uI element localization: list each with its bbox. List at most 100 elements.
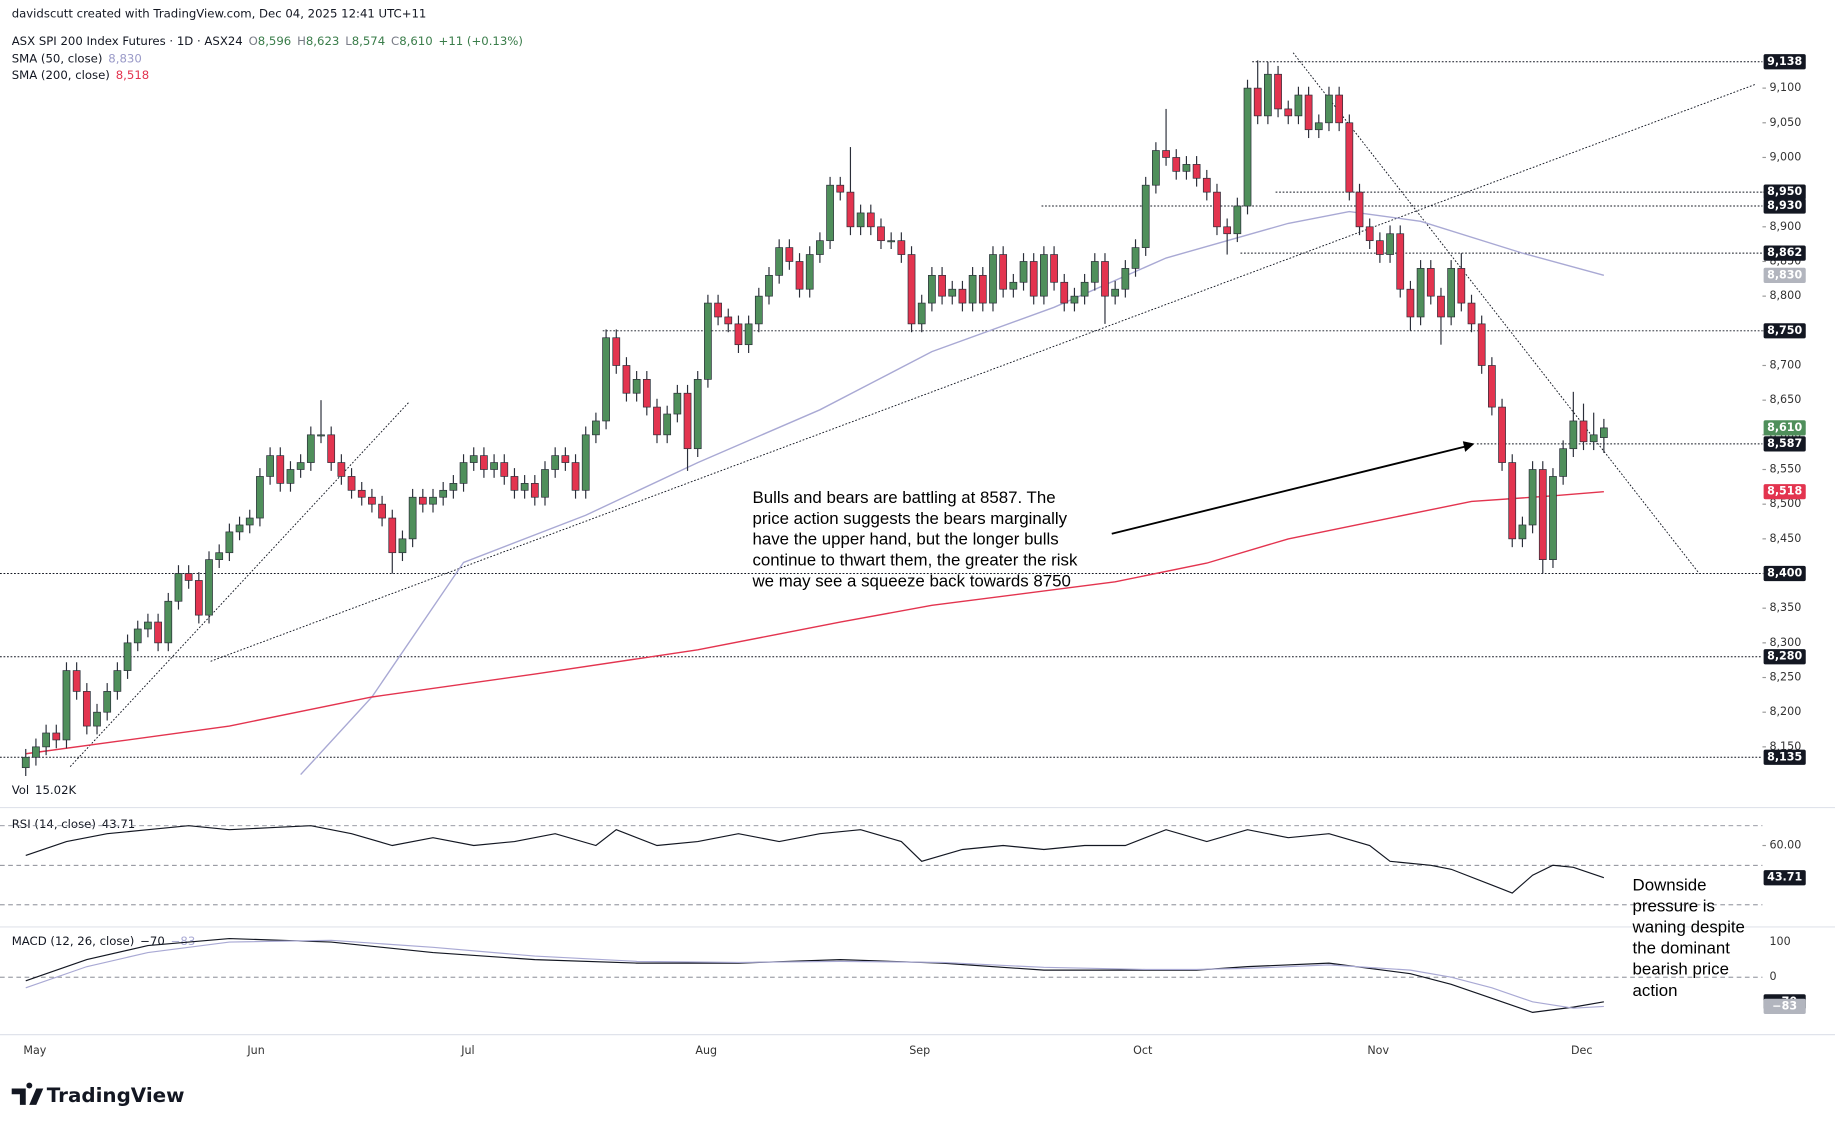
y-tick-label: 8,700: [1769, 358, 1801, 371]
author-line: davidscutt created with TradingView.com,…: [12, 7, 427, 21]
ohlc-value: 8,610: [399, 34, 432, 48]
candle-body: [368, 496, 376, 505]
candle-body: [816, 240, 824, 255]
candle-body: [602, 337, 610, 422]
x-tick-label: Oct: [1133, 1044, 1153, 1057]
candle-body: [836, 184, 845, 193]
y-tick-label: 8,650: [1769, 393, 1801, 406]
candle-body: [653, 406, 661, 436]
y-tick-label: 8,150: [1769, 740, 1801, 753]
annotation-line: Downside: [1633, 875, 1707, 894]
annotation-line: have the upper hand, but the longer bull…: [752, 530, 1058, 549]
candle-body: [1233, 205, 1242, 235]
candle-body: [795, 261, 804, 290]
candle-body: [205, 559, 213, 616]
candle-body: [1284, 108, 1293, 117]
candle-body: [256, 476, 264, 519]
tag-box: [1763, 870, 1806, 886]
y-tick-label: 60.00: [1769, 839, 1801, 852]
candle-body: [286, 469, 295, 484]
candle-body: [1589, 434, 1598, 443]
candle-body: [551, 455, 560, 470]
candle-body: [144, 621, 152, 630]
ohlc-key: L: [345, 34, 352, 48]
y-tick-label: 8,250: [1769, 671, 1801, 684]
candle-body: [1070, 295, 1079, 304]
x-tick-label: Jun: [246, 1044, 264, 1057]
tag-text: 8,610: [1767, 421, 1802, 434]
candle-body: [357, 489, 366, 498]
legend-name: SMA (50, close): [12, 51, 103, 65]
x-tick-label: Nov: [1367, 1044, 1389, 1057]
legend-name: SMA (200, close): [12, 67, 110, 81]
candle-body: [948, 288, 957, 297]
rsi-label: RSI (14, close) 43.71: [12, 816, 136, 830]
candle-body: [1213, 191, 1221, 228]
candle-body: [1274, 73, 1282, 110]
candle-body: [62, 670, 71, 741]
y-tick-label: 8,350: [1769, 601, 1801, 614]
candle-body: [805, 254, 814, 290]
rsi-tag: 43.71: [1763, 870, 1806, 886]
candle-body: [459, 462, 468, 484]
candle-body: [52, 732, 61, 741]
candle-body: [32, 746, 40, 758]
candle-body: [632, 379, 641, 394]
candle-body: [1253, 87, 1262, 117]
candle-body: [581, 434, 590, 491]
tag-text: 8,518: [1767, 485, 1802, 498]
candle-body: [1488, 365, 1496, 408]
candle-body: [1477, 323, 1486, 366]
candle-body: [225, 531, 234, 554]
candle-body: [1202, 177, 1211, 193]
symbol: ASX SPI 200 Index Futures · 1D · ASX24: [12, 34, 243, 48]
candle-body: [184, 573, 193, 581]
annotation-line: waning despite: [1632, 918, 1745, 937]
volume-name: Vol: [12, 783, 30, 797]
candle-body: [469, 455, 478, 463]
macd-name: MACD (12, 26, close): [12, 934, 135, 948]
tag-box: [1763, 998, 1806, 1014]
candle-body: [928, 274, 936, 304]
tag-text: 8,587: [1767, 437, 1802, 450]
change: +11 (+0.13%): [439, 34, 523, 48]
candle-body: [530, 483, 539, 498]
candle-body: [683, 392, 692, 450]
ohlc-value: 8,596: [258, 34, 291, 48]
tag-box: [1763, 436, 1806, 452]
sma-tag: 8,830: [1763, 267, 1806, 283]
candle-body: [592, 420, 600, 436]
candle-body: [846, 191, 855, 228]
candle-body: [388, 517, 397, 554]
candle-body: [1162, 150, 1170, 158]
rsi-name: RSI (14, close): [12, 816, 96, 830]
candle-body: [1335, 94, 1344, 124]
level-tag: 8,135: [1763, 749, 1806, 765]
candle-body: [724, 316, 733, 325]
legend-value: 8,830: [108, 51, 141, 65]
candle-body: [1569, 420, 1578, 450]
candle-body: [347, 476, 356, 491]
candle-body: [765, 274, 773, 297]
tag-text: 8,950: [1767, 185, 1802, 198]
candle-body: [1182, 164, 1191, 172]
candle-body: [1080, 281, 1089, 297]
tag-text: 8,750: [1767, 324, 1802, 337]
candle-body: [123, 642, 132, 671]
ohlc-value: 8,574: [352, 34, 385, 48]
candle-body: [1029, 261, 1038, 297]
candle-body: [1528, 469, 1537, 526]
tag-text: 8,862: [1767, 246, 1802, 259]
legend-sma50: SMA (50, close) 8,830: [12, 51, 142, 65]
candle-body: [215, 552, 224, 560]
candle-body: [1396, 233, 1405, 290]
y-tick-label: 8,200: [1769, 705, 1801, 718]
tag-text: 8,930: [1767, 199, 1802, 212]
candle-body: [510, 476, 519, 491]
candle-body: [1365, 226, 1374, 242]
candle-body: [449, 483, 458, 491]
candle-body: [1325, 94, 1333, 124]
tag-box: [1763, 565, 1806, 582]
candle-body: [398, 538, 407, 554]
candle-body: [337, 462, 346, 477]
